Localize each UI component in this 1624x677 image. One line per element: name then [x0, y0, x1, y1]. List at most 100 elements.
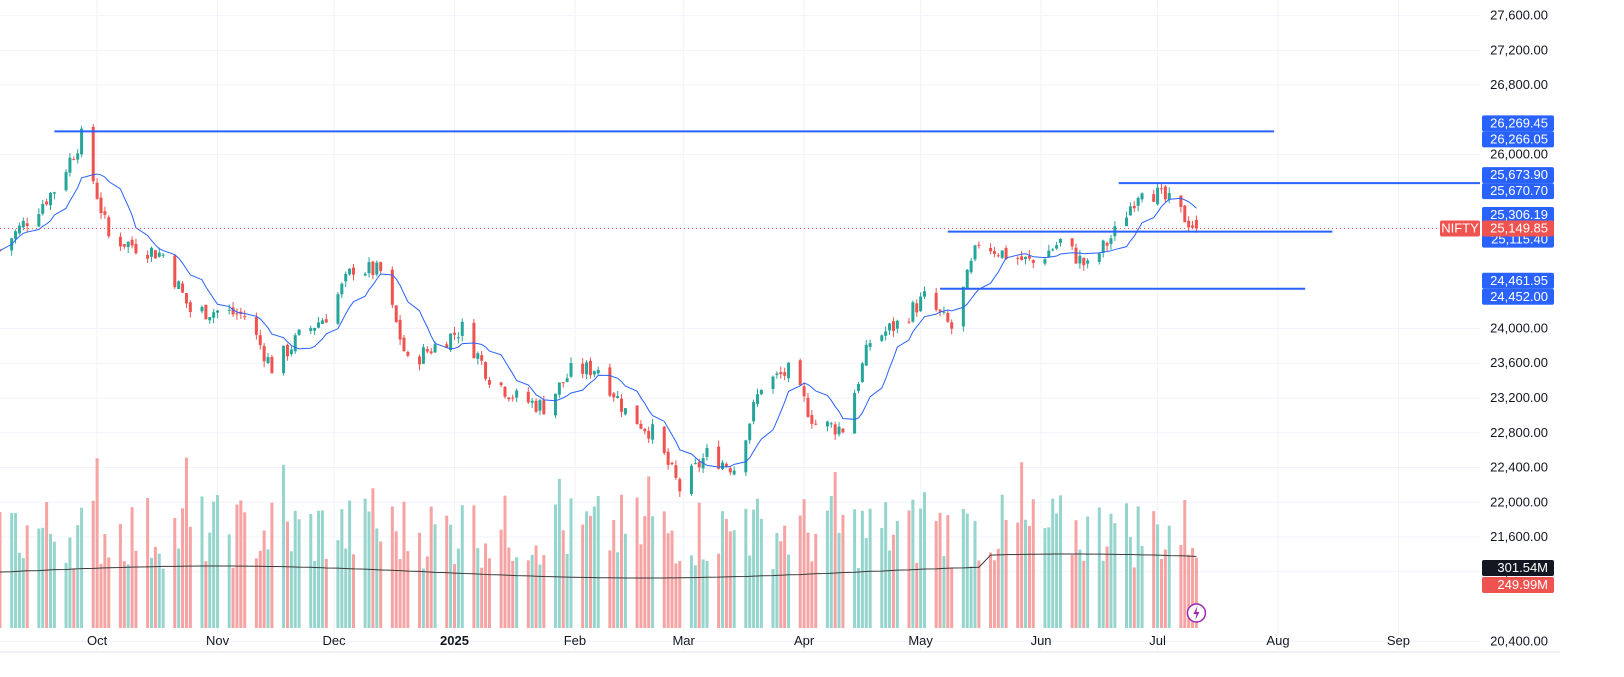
candle-body[interactable]	[1140, 193, 1144, 200]
candle-body[interactable]	[340, 283, 344, 295]
candle-body[interactable]	[1179, 195, 1183, 207]
candle-body[interactable]	[1128, 206, 1132, 216]
candle-body[interactable]	[829, 423, 833, 425]
candle-body[interactable]	[1191, 225, 1195, 228]
candle-body[interactable]	[208, 317, 212, 321]
candle-body[interactable]	[1004, 248, 1008, 259]
candle-body[interactable]	[134, 243, 138, 254]
candle-body[interactable]	[216, 310, 220, 313]
candle-body[interactable]	[1043, 259, 1047, 264]
candle-body[interactable]	[1167, 193, 1171, 200]
candle-body[interactable]	[1000, 250, 1004, 258]
candle-body[interactable]	[1156, 187, 1160, 205]
candle-body[interactable]	[460, 321, 464, 337]
candle-body[interactable]	[588, 360, 592, 376]
candle-body[interactable]	[21, 220, 25, 228]
candle-body[interactable]	[992, 251, 996, 254]
candle-body[interactable]	[1070, 238, 1074, 247]
candle-body[interactable]	[48, 192, 52, 206]
candle-body[interactable]	[856, 383, 860, 391]
candle-body[interactable]	[1163, 186, 1167, 200]
candle-body[interactable]	[1016, 257, 1020, 259]
candle-body[interactable]	[705, 448, 709, 457]
candle-body[interactable]	[161, 254, 165, 256]
candle-body[interactable]	[934, 292, 938, 310]
candle-body[interactable]	[258, 335, 262, 346]
candle-body[interactable]	[662, 426, 666, 454]
candle-body[interactable]	[717, 446, 721, 469]
candle-body[interactable]	[452, 332, 456, 335]
candle-body[interactable]	[324, 319, 328, 323]
candle-body[interactable]	[507, 397, 511, 400]
candle-body[interactable]	[418, 356, 422, 365]
candle-body[interactable]	[227, 309, 231, 311]
candle-body[interactable]	[670, 462, 674, 465]
candle-body[interactable]	[530, 400, 534, 403]
candle-body[interactable]	[802, 386, 806, 397]
candle-body[interactable]	[1194, 219, 1198, 229]
candle-body[interactable]	[68, 157, 72, 173]
candle-body[interactable]	[484, 362, 488, 379]
candle-body[interactable]	[612, 393, 616, 398]
candle-body[interactable]	[1109, 238, 1113, 245]
candle-body[interactable]	[17, 225, 21, 234]
candle-body[interactable]	[907, 321, 911, 323]
candle-body[interactable]	[798, 360, 802, 386]
candle-body[interactable]	[1027, 255, 1031, 259]
candle-body[interactable]	[126, 241, 130, 247]
candle-body[interactable]	[989, 247, 993, 252]
candle-body[interactable]	[728, 468, 732, 473]
candle-body[interactable]	[755, 394, 759, 404]
candle-body[interactable]	[351, 267, 355, 275]
candle-body[interactable]	[639, 423, 643, 429]
candle-body[interactable]	[891, 321, 895, 331]
candle-body[interactable]	[204, 304, 208, 320]
candle-body[interactable]	[693, 463, 697, 465]
candle-body[interactable]	[270, 356, 274, 374]
candle-body[interactable]	[309, 328, 313, 331]
candle-body[interactable]	[200, 306, 204, 312]
candle-body[interactable]	[41, 204, 45, 214]
candle-body[interactable]	[1097, 253, 1101, 262]
candle-body[interactable]	[666, 451, 670, 465]
candle-body[interactable]	[1125, 217, 1129, 227]
candle-body[interactable]	[398, 319, 402, 340]
candle-body[interactable]	[752, 402, 756, 422]
candle-body[interactable]	[814, 423, 818, 425]
candle-body[interactable]	[52, 192, 56, 194]
candle-body[interactable]	[841, 428, 845, 433]
candle-body[interactable]	[1051, 249, 1055, 251]
candle-body[interactable]	[107, 217, 111, 237]
candle-body[interactable]	[561, 382, 565, 384]
candle-body[interactable]	[919, 296, 923, 312]
candle-body[interactable]	[425, 349, 429, 352]
candle-body[interactable]	[1074, 247, 1078, 264]
candle-body[interactable]	[1086, 260, 1090, 264]
candle-body[interactable]	[732, 470, 736, 475]
candle-body[interactable]	[262, 345, 266, 362]
candle-body[interactable]	[1047, 250, 1051, 258]
candle-body[interactable]	[313, 327, 317, 331]
candle-body[interactable]	[1082, 257, 1086, 266]
candle-body[interactable]	[864, 344, 868, 366]
candle-body[interactable]	[837, 426, 841, 435]
candle-body[interactable]	[480, 355, 484, 361]
candle-body[interactable]	[538, 400, 542, 411]
candle-body[interactable]	[243, 316, 247, 318]
candle-body[interactable]	[724, 463, 728, 467]
candle-body[interactable]	[153, 250, 157, 259]
candle-body[interactable]	[375, 262, 379, 275]
candle-body[interactable]	[297, 329, 301, 335]
candle-body[interactable]	[689, 465, 693, 494]
candle-body[interactable]	[946, 312, 950, 322]
candle-body[interactable]	[884, 331, 888, 336]
candle-body[interactable]	[293, 335, 297, 352]
candle-body[interactable]	[585, 362, 589, 375]
candle-body[interactable]	[45, 201, 49, 205]
candle-body[interactable]	[635, 405, 639, 425]
candle-body[interactable]	[103, 211, 107, 215]
candle-body[interactable]	[406, 351, 410, 356]
candle-body[interactable]	[433, 344, 437, 353]
candle-body[interactable]	[623, 408, 627, 415]
candle-body[interactable]	[1024, 256, 1028, 260]
